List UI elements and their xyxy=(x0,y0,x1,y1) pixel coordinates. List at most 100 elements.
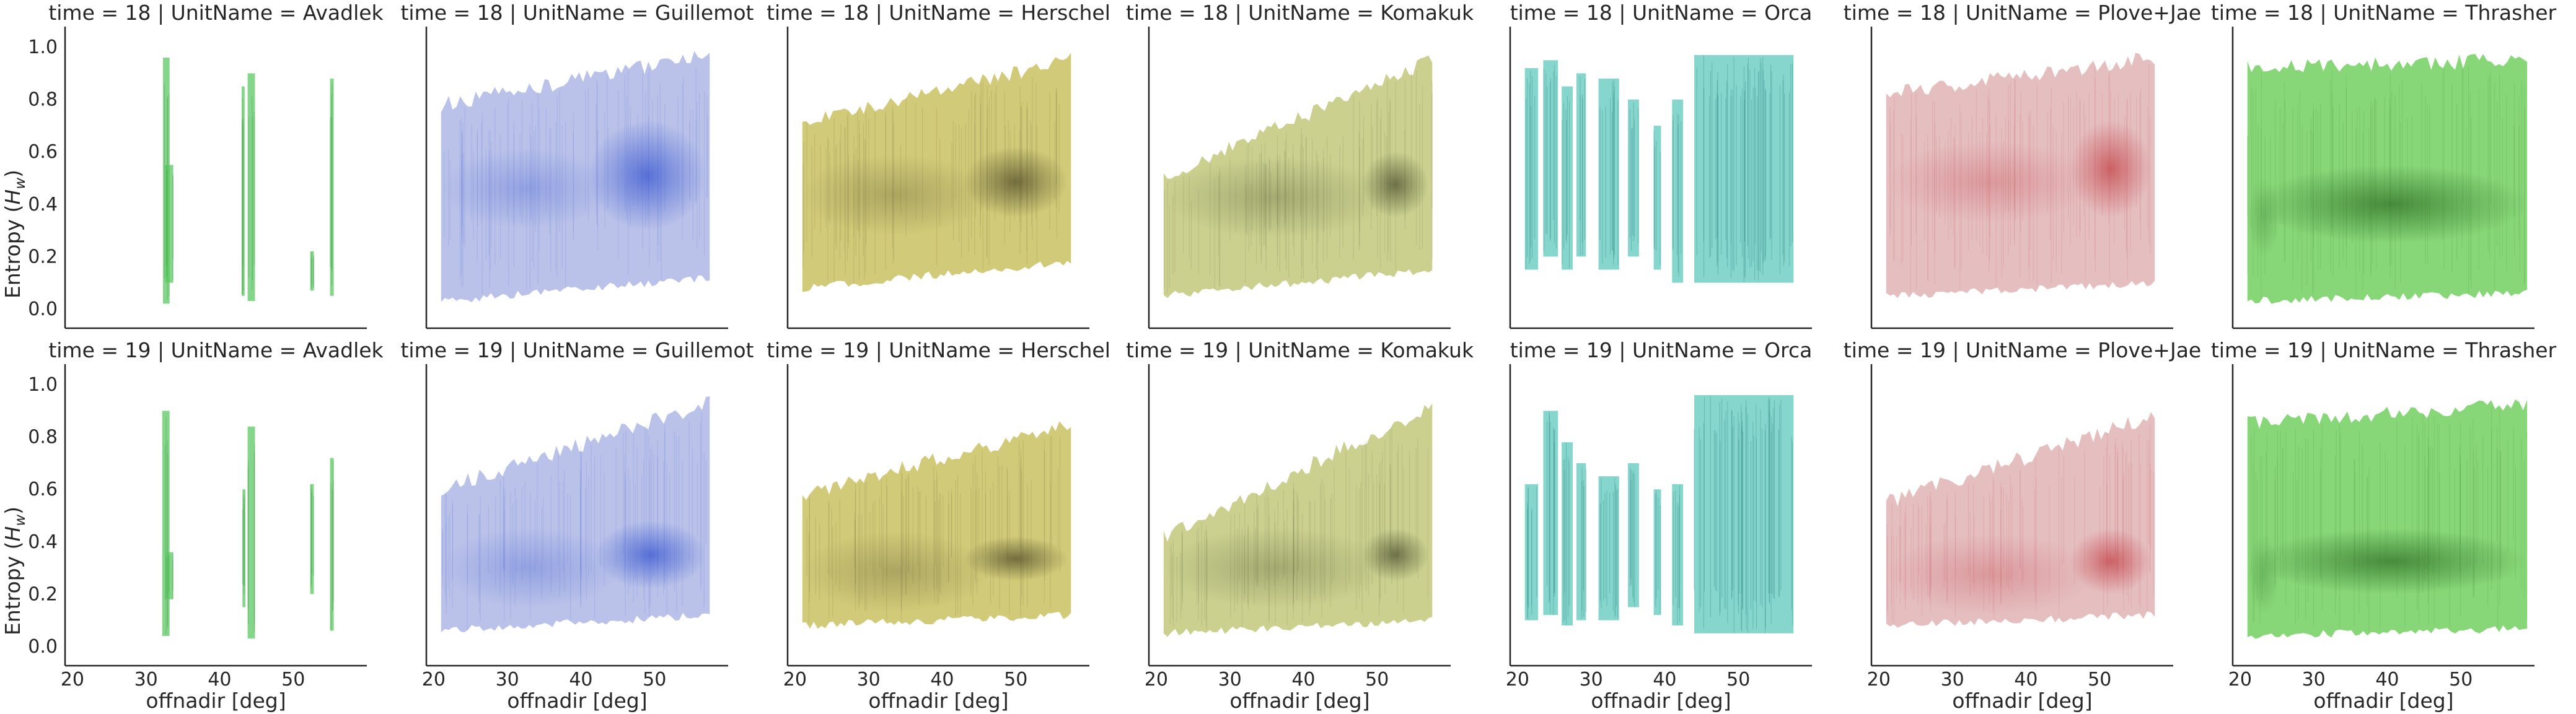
data-band xyxy=(247,426,255,639)
x-tick-label: 20 xyxy=(1145,669,1168,690)
panel-komakuk-t18: time = 18 | UnitName = Komakuk xyxy=(1126,1,1474,329)
data-band xyxy=(1543,60,1558,257)
data-band xyxy=(1628,463,1639,607)
data-band xyxy=(242,86,245,296)
density-secondary xyxy=(441,148,613,229)
data-band xyxy=(1524,484,1539,620)
data-band xyxy=(165,165,174,283)
y-tick-label: 1.0 xyxy=(28,37,58,58)
density-secondary xyxy=(1163,527,1387,609)
x-tick-label: 50 xyxy=(2088,669,2111,690)
density-secondary xyxy=(2247,534,2280,615)
panel-title: time = 18 | UnitName = Komakuk xyxy=(1126,1,1474,25)
x-tick-label: 50 xyxy=(1365,669,1389,690)
panel-title: time = 19 | UnitName = Thrasher xyxy=(2211,338,2557,362)
x-tick-label: 30 xyxy=(1218,669,1242,690)
data-band xyxy=(1598,476,1619,620)
density-secondary xyxy=(2247,176,2280,258)
x-tick-label: 50 xyxy=(1726,669,1750,690)
data-cloud xyxy=(2247,399,2528,639)
x-tick-label: 20 xyxy=(2228,669,2252,690)
data-band xyxy=(1672,99,1684,283)
data-band xyxy=(1576,463,1586,620)
data-band xyxy=(1628,99,1639,257)
data-band xyxy=(1653,489,1661,616)
panel-title: time = 19 | UnitName = Komakuk xyxy=(1126,338,1474,362)
density-secondary xyxy=(802,154,990,236)
density-secondary xyxy=(1886,141,2095,222)
data-band xyxy=(166,552,174,599)
panel-komakuk-t19: time = 19 | UnitName = Komakuk 20 30 40 50of… xyxy=(1126,338,1474,713)
panel-title: time = 19 | UnitName = Herschel xyxy=(767,338,1110,362)
y-tick-label: 0.8 xyxy=(28,427,58,448)
x-tick-label: 20 xyxy=(1506,669,1529,690)
panel-title: time = 18 | UnitName = Thrasher xyxy=(2211,1,2557,25)
x-tick-label: 30 xyxy=(134,669,158,690)
panel-guillemot-t18: time = 18 | UnitName = Guillemot xyxy=(400,1,754,329)
data-band xyxy=(1694,395,1794,633)
panel-plove-jae-t18: time = 18 | UnitName = Plove+Jae xyxy=(1844,1,2201,329)
x-axis-label: offnadir [deg] xyxy=(1591,689,1731,713)
data-band xyxy=(310,251,314,291)
y-tick-label: 0.2 xyxy=(28,246,58,268)
x-axis-label: offnadir [deg] xyxy=(868,689,1008,713)
density-core xyxy=(596,520,706,589)
data-band xyxy=(1562,442,1573,626)
panel-thrasher-t19: time = 19 | UnitName = Thrasher 20 30 40 50o… xyxy=(2211,338,2557,713)
x-tick-label: 50 xyxy=(1004,669,1027,690)
x-axis-label: offnadir [deg] xyxy=(507,689,647,713)
x-tick-label: 30 xyxy=(496,669,519,690)
x-axis-label: offnadir [deg] xyxy=(1952,689,2092,713)
y-tick-label: 0.8 xyxy=(28,89,58,111)
panel-orca-t18: time = 18 | UnitName = Orca xyxy=(1509,1,1813,329)
y-tick-label: 0.2 xyxy=(28,583,58,605)
data-band xyxy=(1653,125,1661,270)
x-tick-label: 50 xyxy=(281,669,305,690)
panel-title: time = 18 | UnitName = Orca xyxy=(1510,1,1813,25)
x-tick-label: 40 xyxy=(1291,669,1315,690)
x-tick-label: 30 xyxy=(1941,669,1964,690)
x-tick-label: 40 xyxy=(569,669,592,690)
x-tick-label: 40 xyxy=(208,669,231,690)
data-band xyxy=(1524,67,1539,270)
panel-plove-jae-t19: time = 19 | UnitName = Plove+Jae 20 30 40 50… xyxy=(1844,338,2201,713)
y-tick-label: 1.0 xyxy=(28,374,58,396)
data-band xyxy=(1672,484,1684,626)
density-core xyxy=(588,120,706,231)
y-tick-label: 0.0 xyxy=(28,636,58,658)
panel-title: time = 19 | UnitName = Orca xyxy=(1510,338,1813,362)
panel-orca-t19: time = 19 | UnitName = Orca 20 30 40 50offna… xyxy=(1506,338,1813,713)
density-core xyxy=(2254,528,2528,594)
x-tick-label: 20 xyxy=(422,669,446,690)
density-secondary xyxy=(1886,534,2095,615)
x-axis-label: offnadir [deg] xyxy=(2313,689,2453,713)
panel-title: time = 19 | UnitName = Plove+Jae xyxy=(1844,338,2201,362)
data-band xyxy=(330,78,334,296)
data-band xyxy=(1576,73,1586,257)
x-tick-label: 50 xyxy=(2449,669,2473,690)
x-tick-label: 50 xyxy=(643,669,666,690)
y-tick-label: 0.6 xyxy=(28,479,58,500)
density-core xyxy=(964,146,1068,217)
panel-herschel-t19: time = 19 | UnitName = Herschel 20 30 40 50o… xyxy=(767,338,1110,713)
x-tick-label: 20 xyxy=(1867,669,1891,690)
data-band xyxy=(1543,411,1558,616)
panel-herschel-t18: time = 18 | UnitName = Herschel xyxy=(767,1,1110,329)
x-axis-label: offnadir [deg] xyxy=(1229,689,1369,713)
data-band xyxy=(162,411,170,636)
density-secondary xyxy=(1163,157,1387,238)
panel-title: time = 18 | UnitName = Avadlek xyxy=(48,1,384,25)
data-band xyxy=(310,484,314,594)
x-tick-label: 40 xyxy=(930,669,954,690)
density-core xyxy=(964,536,1068,581)
panel-title: time = 19 | UnitName = Avadlek xyxy=(48,338,384,362)
panel-guillemot-t19: time = 19 | UnitName = Guillemot 20 30 40 50… xyxy=(400,338,754,713)
y-tick-label: 0.0 xyxy=(28,298,58,320)
density-secondary xyxy=(441,527,621,609)
y-axis-label-row-1: Entropy (Hw) xyxy=(1,170,29,298)
density-secondary xyxy=(802,531,990,612)
x-tick-label: 20 xyxy=(61,669,84,690)
y-tick-label: 0.4 xyxy=(28,531,58,553)
y-tick-label: 0.6 xyxy=(28,141,58,163)
